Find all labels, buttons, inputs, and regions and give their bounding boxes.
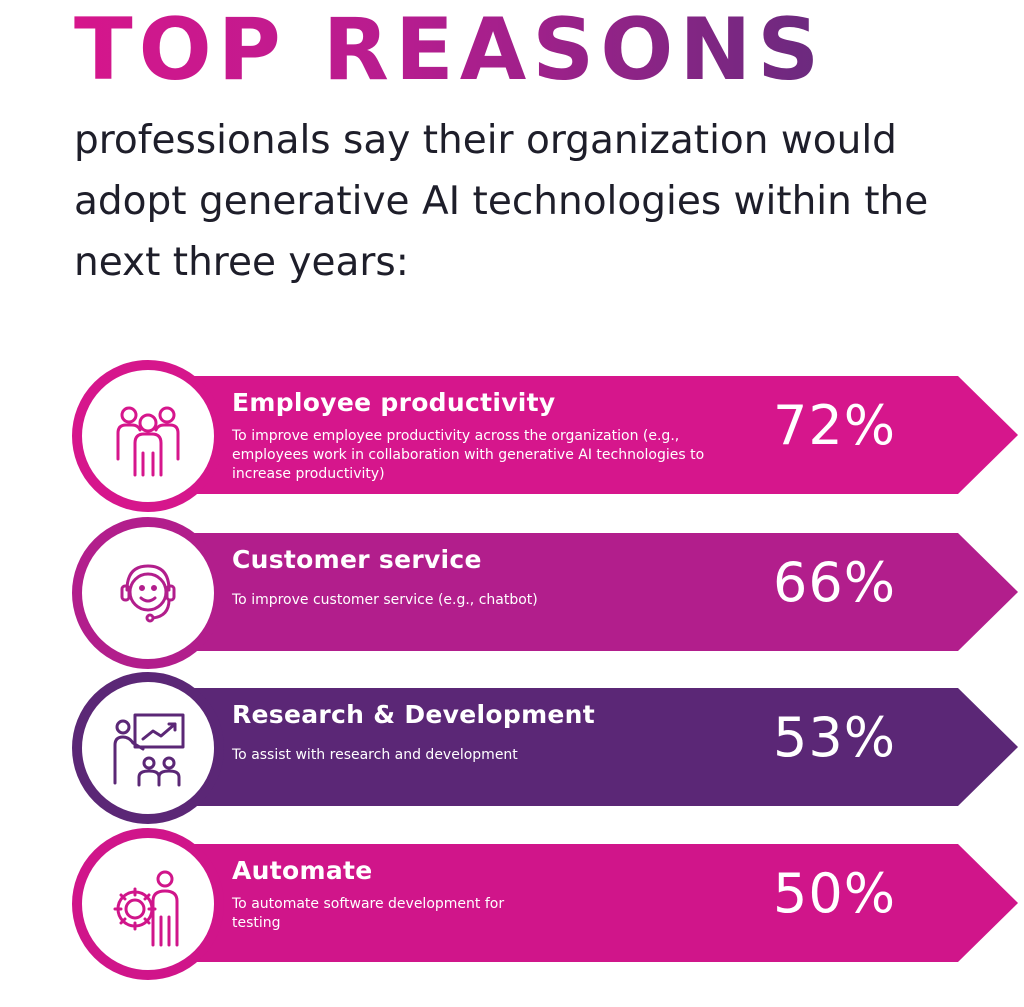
data-label: 66% bbox=[773, 551, 897, 614]
page-title: TOP REASONS bbox=[74, 0, 826, 100]
value-bar bbox=[150, 688, 1018, 806]
team-icon bbox=[116, 406, 180, 477]
headset-agent-icon bbox=[120, 564, 176, 623]
category-description: To improve customer service (e.g., chatb… bbox=[232, 592, 538, 608]
category-description: To improve employee productivity across … bbox=[232, 428, 705, 482]
category-description: To automate software development for tes… bbox=[232, 896, 505, 931]
value-bar bbox=[150, 376, 1018, 494]
icon-badge bbox=[72, 360, 224, 512]
category-label: Customer service bbox=[232, 545, 482, 574]
value-bar bbox=[150, 533, 1018, 651]
value-bar bbox=[150, 844, 1018, 962]
presentation-chart-icon bbox=[113, 713, 185, 787]
reason-row: Customer service To improve customer serv… bbox=[0, 517, 1024, 677]
reason-row: Research & Development To assist with res… bbox=[0, 672, 1024, 832]
category-description: To assist with research and development bbox=[232, 747, 518, 763]
page-subtitle: professionals say their organization wou… bbox=[74, 118, 929, 285]
category-label: Research & Development bbox=[232, 700, 596, 729]
icon-badge bbox=[72, 672, 224, 824]
data-label: 53% bbox=[773, 706, 897, 769]
gear-person-icon bbox=[113, 870, 179, 947]
icon-badge bbox=[72, 517, 224, 669]
data-label: 72% bbox=[773, 394, 897, 457]
icon-badge bbox=[72, 828, 224, 980]
data-label: 50% bbox=[773, 862, 897, 925]
category-label: Automate bbox=[232, 856, 373, 885]
category-label: Employee productivity bbox=[232, 388, 556, 417]
reason-row: Automate To automate software development… bbox=[0, 828, 1024, 988]
reason-row: Employee productivity To improve employee… bbox=[0, 360, 1024, 520]
